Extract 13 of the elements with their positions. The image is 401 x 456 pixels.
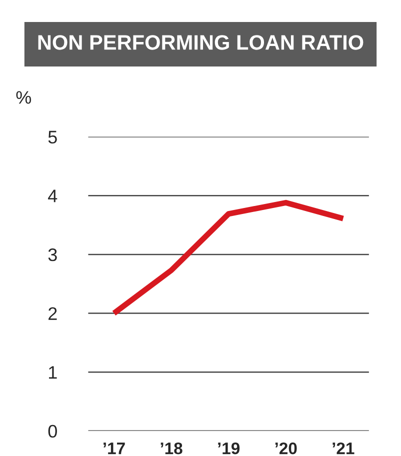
y-tick-label: 2 xyxy=(48,307,57,320)
x-tick-label: ’19 xyxy=(218,442,240,454)
x-tick-label: ’18 xyxy=(160,442,182,454)
chart-title: NON PERFORMING LOAN RATIO xyxy=(38,35,364,50)
x-tick-label: ’17 xyxy=(104,442,125,454)
y-tick-label: 3 xyxy=(48,248,57,262)
y-tick-label: 5 xyxy=(48,130,57,144)
y-tick-label: 4 xyxy=(48,190,58,202)
y-axis-title: % xyxy=(16,91,32,104)
x-tick-label: ’21 xyxy=(332,442,354,454)
y-tick-label: 0 xyxy=(48,424,57,438)
y-tick-label: 1 xyxy=(49,366,57,379)
x-tick-label: ’20 xyxy=(275,442,297,454)
